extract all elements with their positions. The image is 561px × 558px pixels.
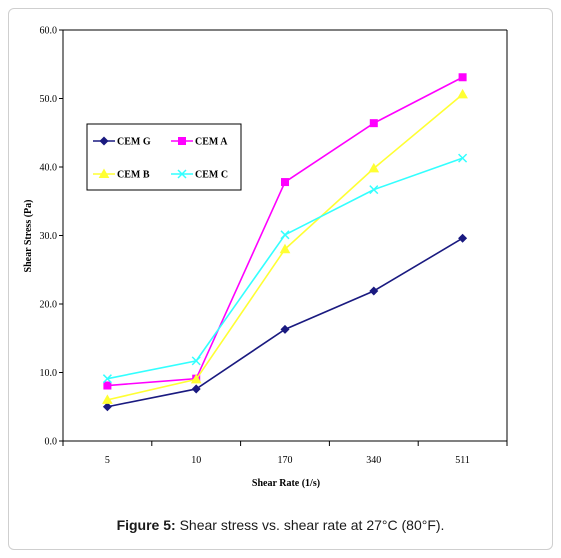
point-cem-g: [369, 286, 379, 296]
y-tick-label: 20.0: [40, 300, 58, 311]
point-cem-b: [457, 88, 468, 99]
legend-marker-cem-a: [178, 137, 186, 145]
point-cem-c: [102, 374, 112, 384]
x-tick-label: 340: [366, 455, 381, 466]
legend-marker-cem-c: [177, 169, 187, 179]
point-cem-a: [281, 178, 289, 187]
point-cem-b: [368, 162, 380, 173]
legend-label-cem-c: CEM C: [195, 170, 228, 181]
point-cem-b: [279, 243, 291, 254]
point-cem-c-stroke: [369, 185, 379, 195]
shear-stress-chart: 0.010.020.030.040.050.060.05 10 170 340 511 …: [23, 26, 508, 489]
x-axis-title: Shear Rate (1/s): [252, 478, 320, 489]
legend-marker-cem-c-stroke: [177, 169, 187, 179]
point-cem-c-stroke: [458, 153, 468, 163]
x-tick-label: 511: [455, 455, 470, 466]
point-cem-c-stroke: [280, 230, 290, 240]
point-cem-a: [103, 381, 112, 390]
y-tick-label: 60.0: [40, 26, 58, 37]
legend-label-cem-a: CEM A: [195, 137, 228, 148]
point-cem-g: [280, 324, 290, 334]
caption-label: Figure 5:: [116, 517, 176, 533]
y-tick-label: 10.0: [40, 368, 58, 379]
point-cem-g: [102, 402, 112, 412]
y-tick-label: 0.0: [45, 437, 58, 448]
figure-caption: Figure 5: Shear stress vs. shear rate at…: [0, 517, 561, 533]
series-line-cem-c: [107, 157, 463, 380]
point-cem-c-stroke: [191, 356, 201, 366]
legend-label-cem-g: CEM G: [117, 137, 151, 148]
point-cem-b: [190, 373, 202, 384]
legend: CEM G CEM A CEM B CEM C: [86, 123, 242, 191]
point-cem-c: [280, 230, 290, 240]
point-cem-a: [369, 119, 378, 128]
x-tick-label: 170: [278, 455, 293, 466]
point-cem-c: [458, 153, 468, 163]
point-cem-g: [191, 384, 201, 394]
y-tick-label: 30.0: [40, 231, 58, 242]
x-tick-label: 10: [191, 455, 201, 466]
point-cem-a: [458, 73, 467, 82]
legend-label-cem-b: CEM B: [117, 170, 150, 181]
x-tick-label: 5: [105, 455, 110, 466]
legend-box: [86, 123, 242, 191]
point-cem-c: [191, 356, 201, 366]
y-axis-title: Shear Stress (Pa): [23, 200, 34, 273]
point-cem-c: [369, 185, 379, 195]
legend-marker-cem-g: [99, 136, 109, 146]
y-tick-label: 50.0: [40, 94, 58, 105]
plot-area: 0.0 10.0 20.0 30.0 40.0 50.0 60.0 5 10 170 340 511: [40, 26, 508, 466]
point-cem-c-stroke: [102, 374, 112, 384]
point-cem-g: [458, 233, 468, 243]
caption-text: Shear stress vs. shear rate at 27°C (80°…: [179, 517, 445, 533]
legend-marker-cem-b: [98, 168, 110, 178]
y-tick-label: 40.0: [40, 163, 58, 174]
point-cem-b: [102, 394, 113, 404]
